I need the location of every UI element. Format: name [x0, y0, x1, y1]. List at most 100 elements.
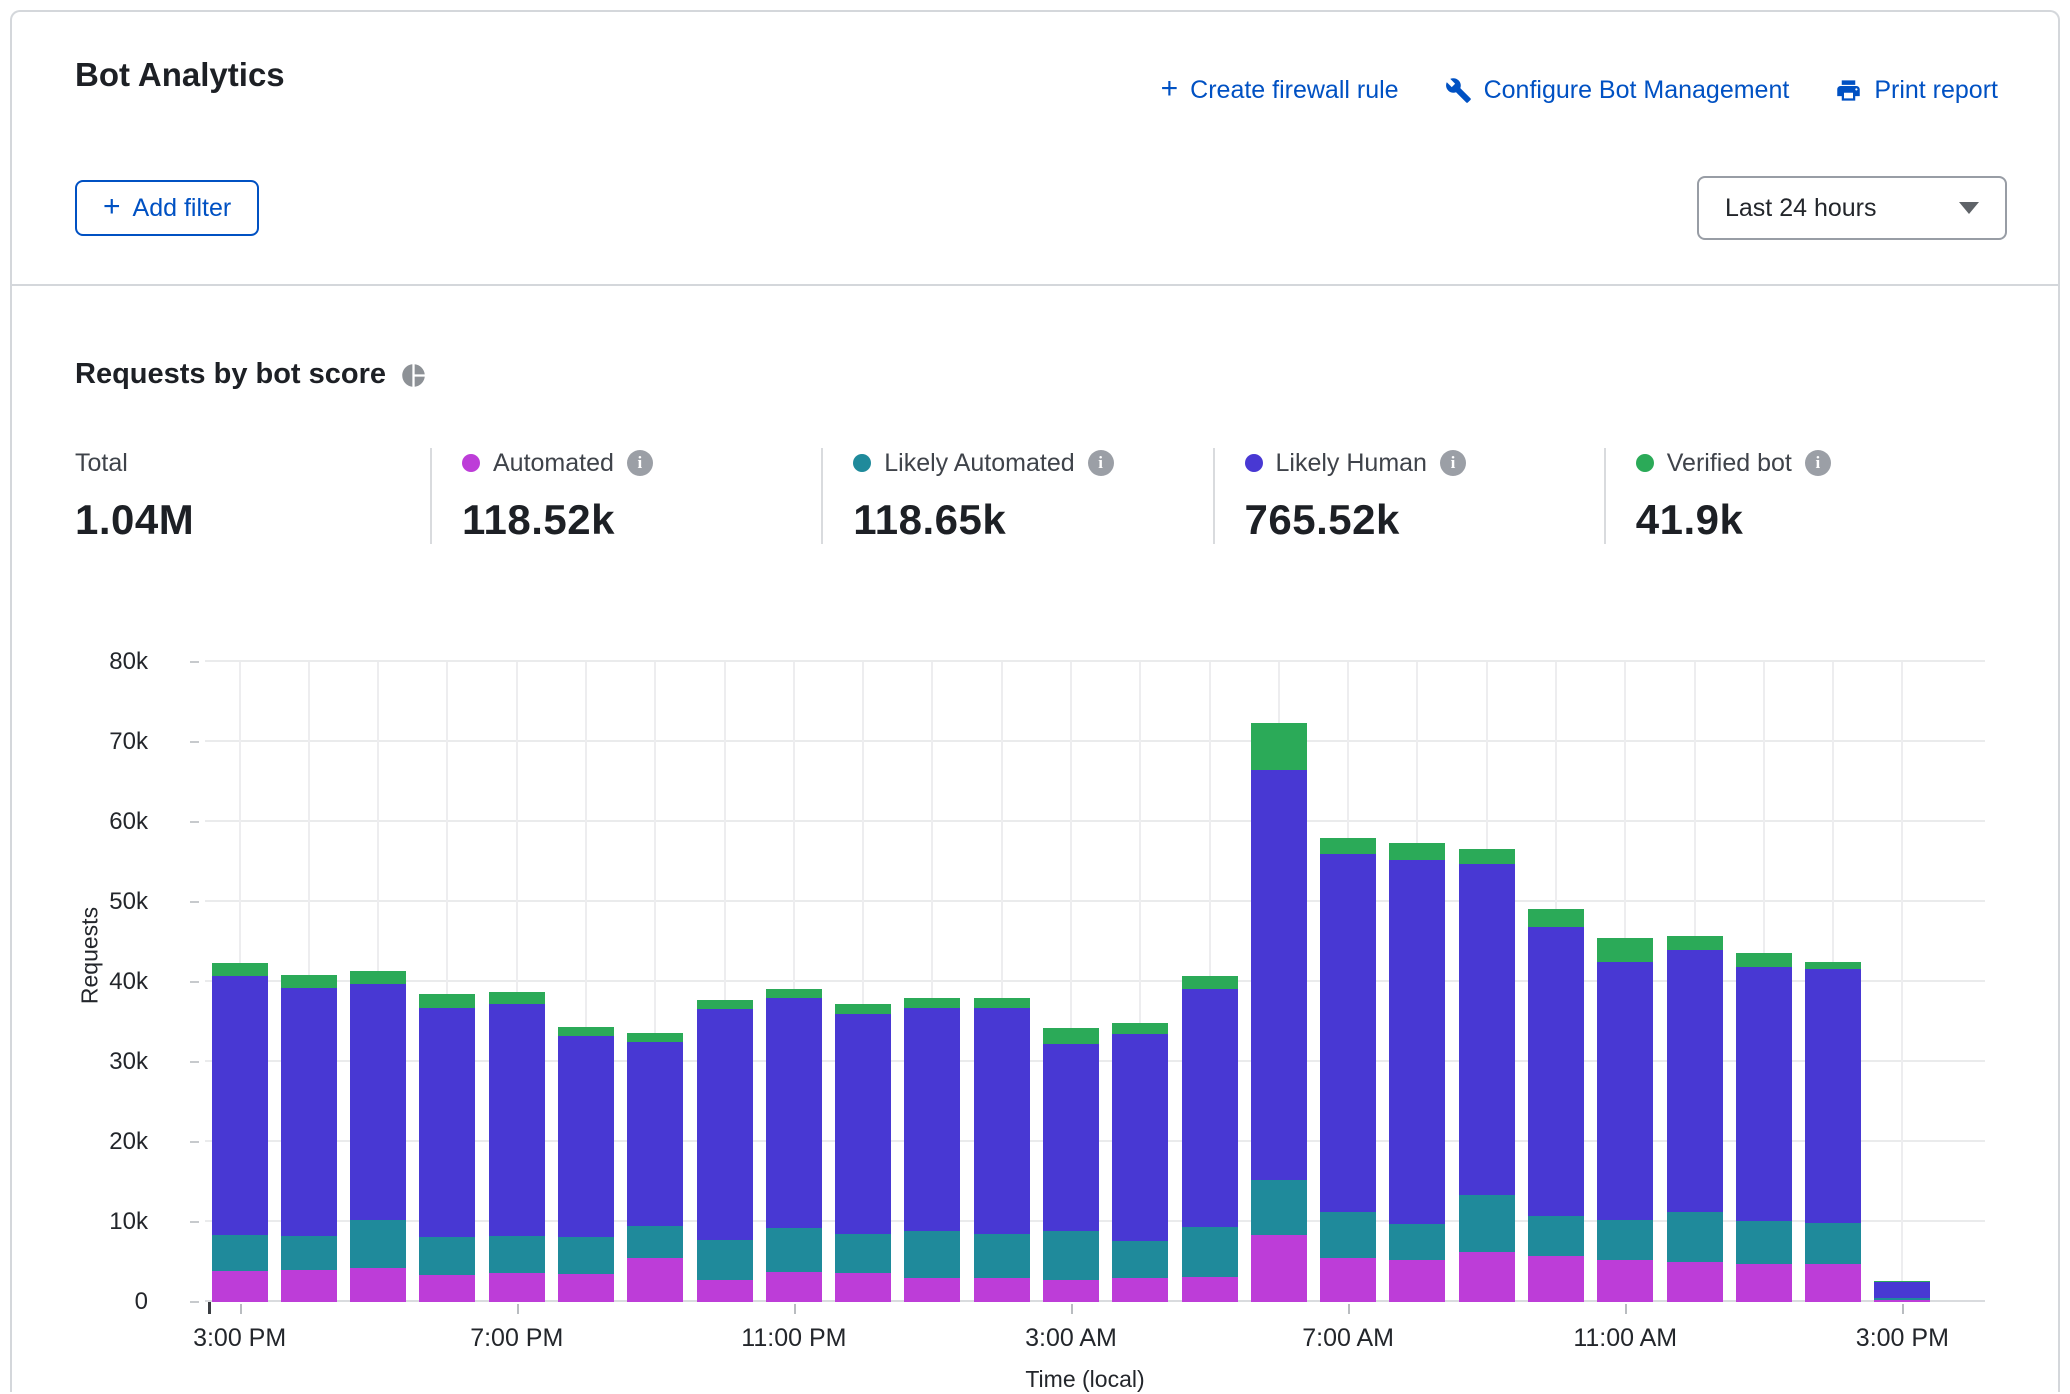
bar-column[interactable] — [898, 662, 967, 1302]
bar-column[interactable] — [829, 662, 898, 1302]
bar-segment-verified-bot[interactable] — [1459, 849, 1515, 863]
bar-column[interactable] — [621, 662, 690, 1302]
bar-segment-likely-automated[interactable] — [1736, 1221, 1792, 1263]
bar-segment-likely-automated[interactable] — [558, 1237, 614, 1274]
bar-segment-likely-automated[interactable] — [1805, 1223, 1861, 1265]
bar-column[interactable] — [1660, 662, 1729, 1302]
bar-segment-likely-automated[interactable] — [627, 1226, 683, 1258]
bar-segment-automated[interactable] — [835, 1273, 891, 1302]
bar-segment-verified-bot[interactable] — [419, 994, 475, 1008]
bar-segment-likely-automated[interactable] — [489, 1236, 545, 1274]
bar-segment-verified-bot[interactable] — [350, 971, 406, 985]
bar-segment-verified-bot[interactable] — [1320, 838, 1376, 854]
bar-segment-automated[interactable] — [1043, 1280, 1099, 1302]
bar-segment-verified-bot[interactable] — [1805, 962, 1861, 969]
bar-column[interactable] — [1314, 662, 1383, 1302]
bar-segment-likely-human[interactable] — [1389, 860, 1445, 1224]
bar-segment-verified-bot[interactable] — [212, 963, 268, 977]
bar-column[interactable] — [690, 662, 759, 1302]
print-report-link[interactable]: Print report — [1835, 76, 1998, 105]
bar-segment-likely-human[interactable] — [974, 1008, 1030, 1234]
bar-segment-automated[interactable] — [974, 1278, 1030, 1302]
bar-segment-automated[interactable] — [1528, 1256, 1584, 1302]
bar-segment-likely-automated[interactable] — [1597, 1220, 1653, 1259]
bar-segment-automated[interactable] — [281, 1270, 337, 1302]
bar-segment-likely-human[interactable] — [1320, 854, 1376, 1212]
bar-column[interactable] — [1383, 662, 1452, 1302]
info-icon[interactable]: i — [1440, 450, 1466, 476]
bar-segment-likely-human[interactable] — [697, 1009, 753, 1239]
bar-segment-likely-human[interactable] — [558, 1036, 614, 1237]
bar-column[interactable] — [344, 662, 413, 1302]
bar-segment-automated[interactable] — [419, 1275, 475, 1302]
bar-segment-likely-automated[interactable] — [1182, 1227, 1238, 1277]
bar-column[interactable] — [1591, 662, 1660, 1302]
bar-segment-verified-bot[interactable] — [766, 989, 822, 998]
bar-segment-likely-human[interactable] — [1043, 1044, 1099, 1230]
bar-segment-automated[interactable] — [904, 1278, 960, 1302]
bar-segment-likely-human[interactable] — [766, 998, 822, 1228]
bar-segment-verified-bot[interactable] — [627, 1033, 683, 1042]
info-icon[interactable]: i — [627, 450, 653, 476]
bar-column[interactable] — [1521, 662, 1590, 1302]
bar-segment-verified-bot[interactable] — [1874, 1281, 1930, 1282]
bar-segment-likely-human[interactable] — [835, 1014, 891, 1234]
bar-segment-likely-automated[interactable] — [1112, 1241, 1168, 1278]
bar-segment-automated[interactable] — [1597, 1260, 1653, 1302]
bar-segment-verified-bot[interactable] — [904, 998, 960, 1008]
bar-segment-automated[interactable] — [1667, 1262, 1723, 1302]
bar-segment-likely-human[interactable] — [1459, 864, 1515, 1195]
bar-segment-likely-automated[interactable] — [1320, 1212, 1376, 1258]
bar-column[interactable] — [413, 662, 482, 1302]
bar-column[interactable] — [274, 662, 343, 1302]
bar-column[interactable] — [1729, 662, 1798, 1302]
bar-segment-likely-human[interactable] — [904, 1008, 960, 1231]
bar-segment-likely-human[interactable] — [1874, 1282, 1930, 1298]
bar-segment-automated[interactable] — [350, 1268, 406, 1302]
bar-segment-likely-human[interactable] — [1182, 989, 1238, 1227]
configure-bot-management-link[interactable]: Configure Bot Management — [1445, 76, 1790, 105]
bar-column[interactable] — [1452, 662, 1521, 1302]
bar-segment-verified-bot[interactable] — [1389, 843, 1445, 860]
bar-column[interactable] — [1175, 662, 1244, 1302]
bar-segment-likely-human[interactable] — [212, 976, 268, 1234]
bar-column[interactable] — [482, 662, 551, 1302]
bar-column[interactable] — [205, 662, 274, 1302]
bar-segment-likely-automated[interactable] — [1043, 1231, 1099, 1280]
bar-segment-automated[interactable] — [1459, 1252, 1515, 1302]
bar-segment-automated[interactable] — [212, 1271, 268, 1302]
bar-segment-verified-bot[interactable] — [558, 1027, 614, 1037]
bar-segment-automated[interactable] — [1736, 1264, 1792, 1302]
bar-column[interactable] — [759, 662, 828, 1302]
bar-segment-likely-automated[interactable] — [212, 1235, 268, 1271]
bar-segment-automated[interactable] — [1320, 1258, 1376, 1302]
bar-column[interactable] — [551, 662, 620, 1302]
bar-segment-verified-bot[interactable] — [1736, 953, 1792, 967]
bar-segment-likely-automated[interactable] — [974, 1234, 1030, 1278]
bar-segment-verified-bot[interactable] — [281, 975, 337, 989]
bar-column[interactable] — [967, 662, 1036, 1302]
bar-segment-automated[interactable] — [489, 1273, 545, 1302]
time-range-dropdown[interactable]: Last 24 hours — [1697, 176, 2007, 240]
bar-segment-likely-automated[interactable] — [904, 1231, 960, 1278]
bar-segment-automated[interactable] — [697, 1280, 753, 1302]
bar-segment-automated[interactable] — [1112, 1278, 1168, 1302]
bar-segment-likely-human[interactable] — [1597, 962, 1653, 1220]
info-icon[interactable]: i — [1088, 450, 1114, 476]
bar-segment-likely-automated[interactable] — [1667, 1212, 1723, 1262]
bar-segment-automated[interactable] — [1182, 1277, 1238, 1302]
bar-segment-verified-bot[interactable] — [489, 992, 545, 1005]
bar-segment-likely-automated[interactable] — [350, 1220, 406, 1269]
bar-segment-automated[interactable] — [558, 1274, 614, 1302]
bar-segment-verified-bot[interactable] — [1251, 723, 1307, 770]
bar-segment-verified-bot[interactable] — [1043, 1028, 1099, 1044]
bar-segment-verified-bot[interactable] — [1528, 909, 1584, 927]
bar-column[interactable] — [1798, 662, 1867, 1302]
bar-segment-automated[interactable] — [627, 1258, 683, 1302]
bar-segment-automated[interactable] — [1874, 1300, 1930, 1302]
bar-segment-automated[interactable] — [1805, 1264, 1861, 1302]
bar-column[interactable] — [1036, 662, 1105, 1302]
bar-segment-verified-bot[interactable] — [1112, 1023, 1168, 1034]
bar-segment-likely-human[interactable] — [1805, 969, 1861, 1223]
bar-segment-likely-automated[interactable] — [1459, 1195, 1515, 1253]
